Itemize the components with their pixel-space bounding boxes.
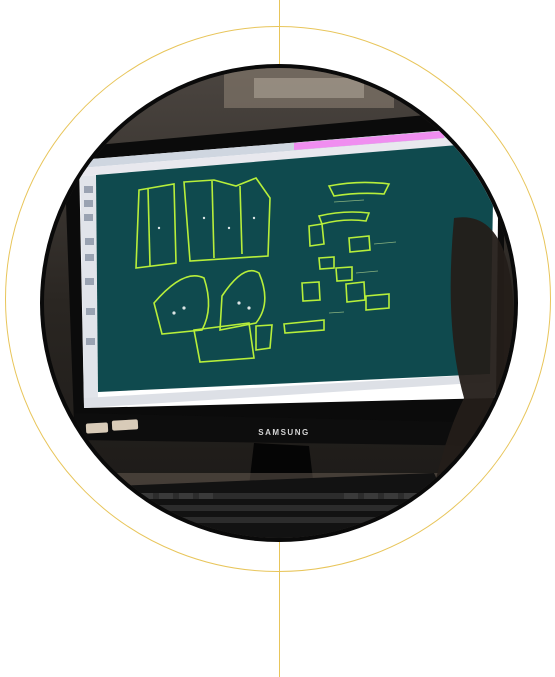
toolbar-highlight <box>294 131 444 150</box>
left-toolbar <box>80 175 98 404</box>
pattern-pieces <box>135 177 391 363</box>
photo-illustration: SAMSUNG <box>44 68 514 538</box>
decorative-ring <box>5 26 551 572</box>
drawing-canvas <box>96 142 494 392</box>
circular-photo: SAMSUNG <box>44 68 514 538</box>
monitor-brand-label: SAMSUNG <box>258 428 309 437</box>
